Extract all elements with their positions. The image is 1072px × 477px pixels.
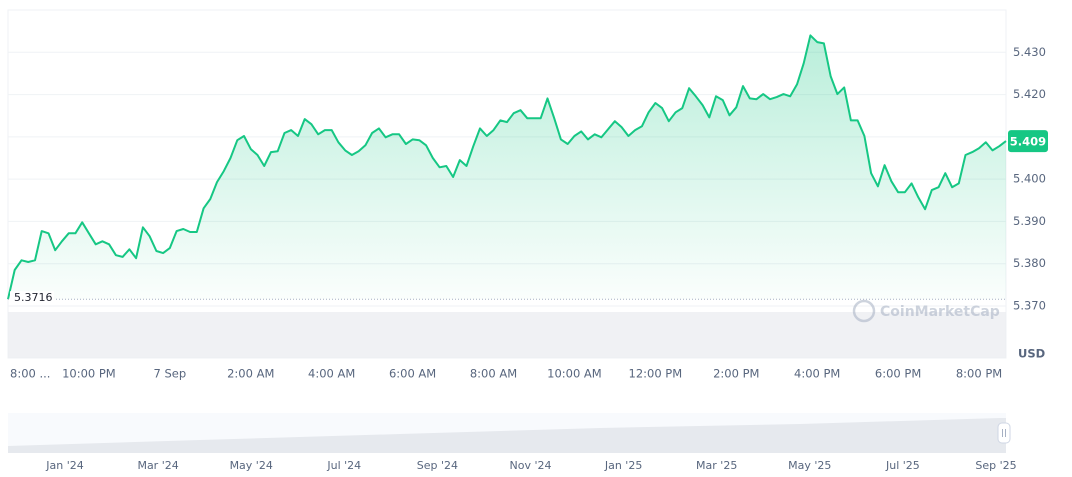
- navigator-label: Jan '24: [45, 459, 83, 472]
- open-price-label: 5.3716: [14, 291, 53, 304]
- y-tick-label: 5.400: [1013, 172, 1046, 186]
- y-tick-label: 5.390: [1013, 214, 1046, 228]
- y-tick-label: 5.380: [1013, 256, 1046, 270]
- x-tick-label: 12:00 PM: [629, 367, 683, 381]
- watermark: CoinMarketCap: [852, 299, 1000, 323]
- navigator-label: Jul '24: [326, 459, 361, 472]
- x-tick-label: 7 Sep: [154, 367, 187, 381]
- x-tick-label: 4:00 PM: [794, 367, 840, 381]
- currency-label: USD: [1018, 347, 1045, 361]
- x-tick-label: 6:00 PM: [875, 367, 921, 381]
- x-tick-label: 6:00 AM: [389, 367, 436, 381]
- navigator-label: May '24: [230, 459, 273, 472]
- navigator-label: Mar '25: [696, 459, 737, 472]
- x-tick-label: 8:00 ...: [10, 367, 50, 381]
- price-tag: [1008, 130, 1048, 153]
- navigator-label: Jul '25: [885, 459, 920, 472]
- navigator-label: Jan '25: [604, 459, 642, 472]
- volume-area: [8, 312, 1006, 358]
- x-tick-label: 8:00 AM: [470, 367, 517, 381]
- y-tick-label: 5.370: [1013, 298, 1046, 312]
- y-tick-label: 5.420: [1013, 87, 1046, 101]
- price-line: [7, 34, 1007, 300]
- marks: [7, 34, 1007, 307]
- navigator-handle[interactable]: [997, 422, 1011, 444]
- navigator-label: May '25: [788, 459, 831, 472]
- x-tick-label: 2:00 AM: [227, 367, 274, 381]
- x-tick-label: 4:00 AM: [308, 367, 355, 381]
- navigator-area: [8, 418, 1006, 453]
- area: [8, 35, 1006, 300]
- navigator-label: Nov '24: [510, 459, 552, 472]
- navigator-label: Mar '24: [137, 459, 178, 472]
- open-price-bg: [10, 291, 54, 306]
- price-tag-label: 5.409: [1010, 135, 1046, 149]
- y-tick-label: 5.430: [1013, 45, 1046, 59]
- x-tick-label: 10:00 AM: [547, 367, 602, 381]
- navigator-label: Sep '24: [417, 459, 458, 472]
- x-tick-label: 10:00 PM: [62, 367, 116, 381]
- x-tick-label: 8:00 PM: [956, 367, 1002, 381]
- navigator-label: Sep '25: [975, 459, 1016, 472]
- watermark-text: CoinMarketCap: [880, 304, 1000, 320]
- x-tick-label: 2:00 PM: [713, 367, 759, 381]
